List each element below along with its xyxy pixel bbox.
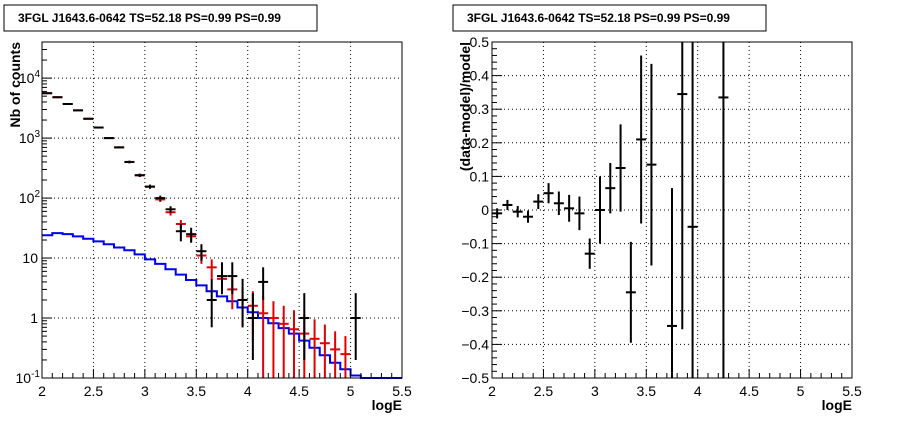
- residual-y-tick-label: 0.1: [470, 168, 490, 184]
- counts-y-tick-label: 103: [19, 129, 41, 146]
- counts-y-tick-label: 104: [19, 69, 41, 86]
- background-step-line: [42, 232, 402, 379]
- counts-x-tick-label: 5: [347, 383, 355, 399]
- residual-y-tick-label: 0.3: [470, 101, 490, 117]
- residual-y-tick-label: −0.2: [461, 269, 489, 285]
- counts-plot-frame: [41, 41, 403, 379]
- counts-y-tick-label: 102: [19, 189, 41, 206]
- counts-axis-ticks: 2 2.5 3 3.5 4 4.5 5 5.5 10-1 1 10 102 103 104: [16, 41, 412, 399]
- data-points: [42, 92, 361, 360]
- residual-x-tick-label: 4.5: [739, 383, 759, 399]
- counts-y-axis-label: Nb of counts: [7, 42, 23, 128]
- counts-panel: 2 2.5 3 3.5 4 4.5 5 5.5 10-1 1 10 102 103 104 3FGL J1…: [3, 4, 412, 413]
- residual-x-tick-label: 3.5: [637, 383, 657, 399]
- residual-panel: 2 2.5 3 3.5 4 4.5 5 5.5 −0.5 −0.4 −0.3 −0.2 −0.1 0 0.1…: [452, 4, 862, 413]
- residual-x-axis-label: logE: [822, 397, 852, 413]
- residual-y-tick-label: 0: [481, 202, 489, 218]
- counts-grid: [42, 42, 402, 378]
- residual-x-tick-label: 2: [488, 383, 496, 399]
- residual-x-tick-label: 5.5: [842, 383, 862, 399]
- residual-y-tick-label: −0.4: [461, 336, 489, 352]
- counts-x-tick-label: 3: [141, 383, 149, 399]
- counts-x-tick-label: 2.5: [84, 383, 104, 399]
- counts-x-tick-label: 5.5: [392, 383, 412, 399]
- counts-title: 3FGL J1643.6-0642 TS=52.18 PS=0.99 PS=0.…: [18, 11, 281, 25]
- background-histogram: [42, 232, 402, 379]
- residual-y-tick-label: −0.1: [461, 236, 489, 252]
- counts-title-box: [3, 4, 318, 32]
- residual-axis-ticks: 2 2.5 3 3.5 4 4.5 5 5.5 −0.5 −0.4 −0.3 −0.2 −0.1 0 0.1…: [461, 34, 862, 399]
- counts-x-tick-label: 4: [244, 383, 252, 399]
- residual-x-tick-label: 3: [591, 383, 599, 399]
- counts-y-tick-label: 10: [22, 250, 38, 266]
- residual-title-box: [452, 4, 767, 32]
- residual-y-tick-label: −0.5: [461, 370, 489, 386]
- residual-x-tick-label: 4: [694, 383, 702, 399]
- residual-y-tick-label: 0.2: [470, 135, 490, 151]
- counts-x-tick-label: 4.5: [289, 383, 309, 399]
- residual-y-axis-label: (data-model)/model: [457, 42, 473, 171]
- counts-x-tick-label: 2: [38, 383, 46, 399]
- residual-x-tick-label: 2.5: [534, 383, 554, 399]
- residual-y-tick-label: 0.5: [470, 34, 490, 50]
- residual-y-tick-label: −0.3: [461, 303, 489, 319]
- counts-y-tick-label: 10-1: [16, 369, 41, 386]
- counts-y-tick-label: 1: [30, 310, 38, 326]
- residual-points: [492, 42, 729, 378]
- residual-y-tick-label: 0.4: [470, 68, 490, 84]
- residual-title: 3FGL J1643.6-0642 TS=52.18 PS=0.99 PS=0.…: [467, 11, 730, 25]
- residual-x-tick-label: 5: [797, 383, 805, 399]
- counts-x-tick-label: 3.5: [187, 383, 207, 399]
- counts-x-axis-label: logE: [372, 397, 402, 413]
